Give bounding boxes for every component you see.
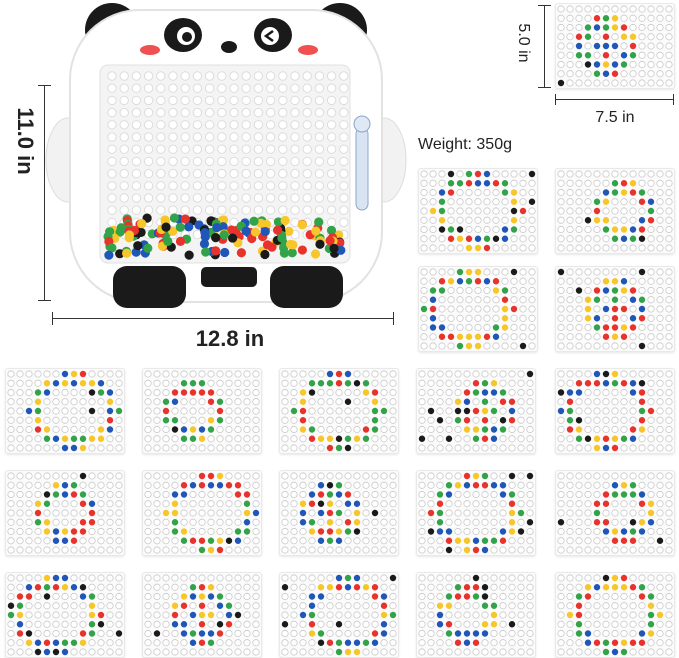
height-dimension-line (44, 85, 45, 300)
pattern-card (418, 168, 538, 254)
card-width-line (555, 99, 674, 100)
width-label: 12.8 in (195, 326, 265, 351)
card-height-line (544, 5, 545, 87)
card-height-label: 5.0 in (515, 23, 532, 63)
pattern-card (142, 470, 262, 556)
panda-board-illustration (45, 3, 407, 308)
pattern-card (142, 572, 262, 658)
pattern-card (5, 572, 125, 658)
center-slot (201, 267, 257, 287)
pattern-card (279, 368, 399, 454)
left-foot (113, 266, 186, 308)
height-label: 11.0 in (13, 107, 38, 175)
pattern-card (279, 572, 399, 658)
pattern-card (555, 368, 675, 454)
pattern-card (555, 470, 675, 556)
pattern-card (5, 470, 125, 556)
pattern-card (142, 368, 262, 454)
pattern-card (555, 572, 675, 658)
right-foot (270, 266, 343, 308)
pattern-card (279, 470, 399, 556)
pattern-card (416, 368, 536, 454)
weight-label: Weight: 350g (418, 136, 512, 153)
width-dimension-line (52, 318, 394, 319)
magnetic-pen (353, 115, 371, 211)
pattern-card (555, 3, 675, 89)
pattern-card (555, 266, 675, 352)
pattern-card (418, 266, 538, 352)
pattern-card (416, 470, 536, 556)
pattern-card (5, 368, 125, 454)
pattern-card (555, 168, 675, 254)
card-width-label: 7.5 in (595, 109, 635, 126)
pattern-card (416, 572, 536, 658)
